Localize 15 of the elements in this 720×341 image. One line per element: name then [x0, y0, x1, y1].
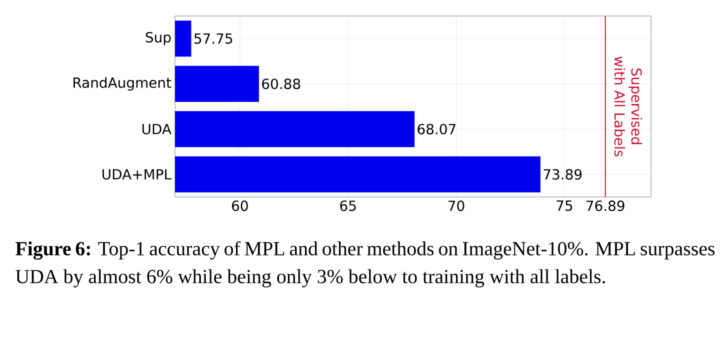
y-tick-label: UDA+MPL	[102, 169, 172, 180]
y-tick-label: Sup	[146, 32, 171, 46]
data-label: 60.88	[262, 78, 300, 90]
x-tick-label: 76.89	[586, 200, 624, 212]
y-tick-label: RandAugment	[74, 77, 172, 91]
data-label: 73.89	[544, 169, 582, 180]
x-tick-label: 65	[340, 200, 356, 212]
x-tick-label: 70	[448, 200, 464, 212]
data-label: 68.07	[418, 124, 456, 134]
x-tick-label: 75	[556, 200, 572, 211]
x-tick-label: 60	[232, 200, 248, 212]
ref-line-label: Supervised with All Labels	[614, 56, 642, 156]
data-label: 57.75	[194, 33, 232, 44]
text: Figure 6: Top-1 accuracy of MPL and other methods on ImageNet-10%. MPL surpasses UDA by almost 6% while being only 3% below to training with all labels.	[16, 241, 715, 288]
y-tick-label: UDA	[142, 124, 172, 134]
